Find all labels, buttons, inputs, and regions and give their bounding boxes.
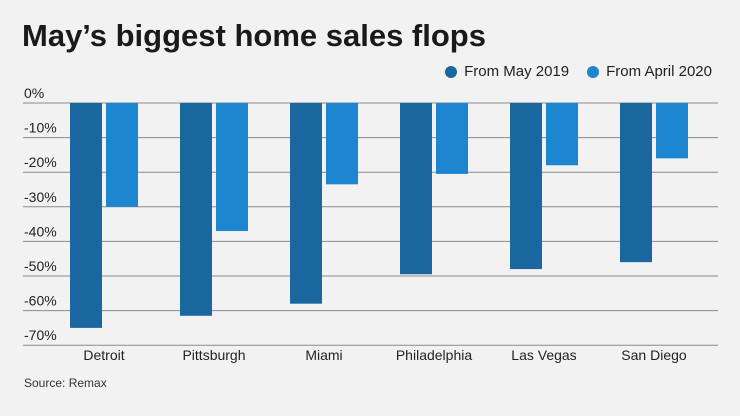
bar bbox=[546, 103, 578, 166]
legend-item: From May 2019 bbox=[445, 63, 569, 80]
source-note: Source: Remax bbox=[24, 376, 107, 390]
legend-item: From April 2020 bbox=[587, 63, 712, 80]
chart-title: May’s biggest home sales flops bbox=[22, 18, 486, 53]
y-tick-label: 0% bbox=[24, 85, 44, 101]
y-tick-label: -50% bbox=[24, 258, 57, 274]
bar bbox=[400, 103, 432, 275]
x-tick-label: Philadelphia bbox=[396, 347, 472, 363]
legend-swatch bbox=[587, 65, 600, 78]
y-tick-label: -70% bbox=[24, 327, 57, 343]
y-tick-label: -30% bbox=[24, 189, 57, 205]
bar bbox=[216, 103, 248, 232]
y-tick-label: -60% bbox=[24, 293, 57, 309]
x-tick-label: Detroit bbox=[83, 347, 124, 363]
bar bbox=[436, 103, 468, 174]
bar bbox=[620, 103, 652, 263]
x-tick-label: Las Vegas bbox=[511, 347, 576, 363]
legend: From May 2019 From April 2020 bbox=[445, 63, 712, 80]
y-tick-label: -20% bbox=[24, 154, 57, 170]
bar bbox=[290, 103, 322, 304]
y-tick-label: -40% bbox=[24, 223, 57, 239]
bar bbox=[180, 103, 212, 316]
bar bbox=[326, 103, 358, 185]
bar bbox=[70, 103, 102, 328]
bar bbox=[510, 103, 542, 270]
x-tick-label: Miami bbox=[305, 347, 342, 363]
legend-swatch bbox=[445, 65, 458, 78]
bar bbox=[656, 103, 688, 159]
x-tick-label: Pittsburgh bbox=[182, 347, 245, 363]
legend-label: From May 2019 bbox=[464, 63, 570, 80]
legend-label: From April 2020 bbox=[606, 63, 712, 80]
x-tick-label: San Diego bbox=[621, 347, 687, 363]
bar bbox=[106, 103, 138, 207]
y-tick-label: -10% bbox=[24, 120, 57, 136]
